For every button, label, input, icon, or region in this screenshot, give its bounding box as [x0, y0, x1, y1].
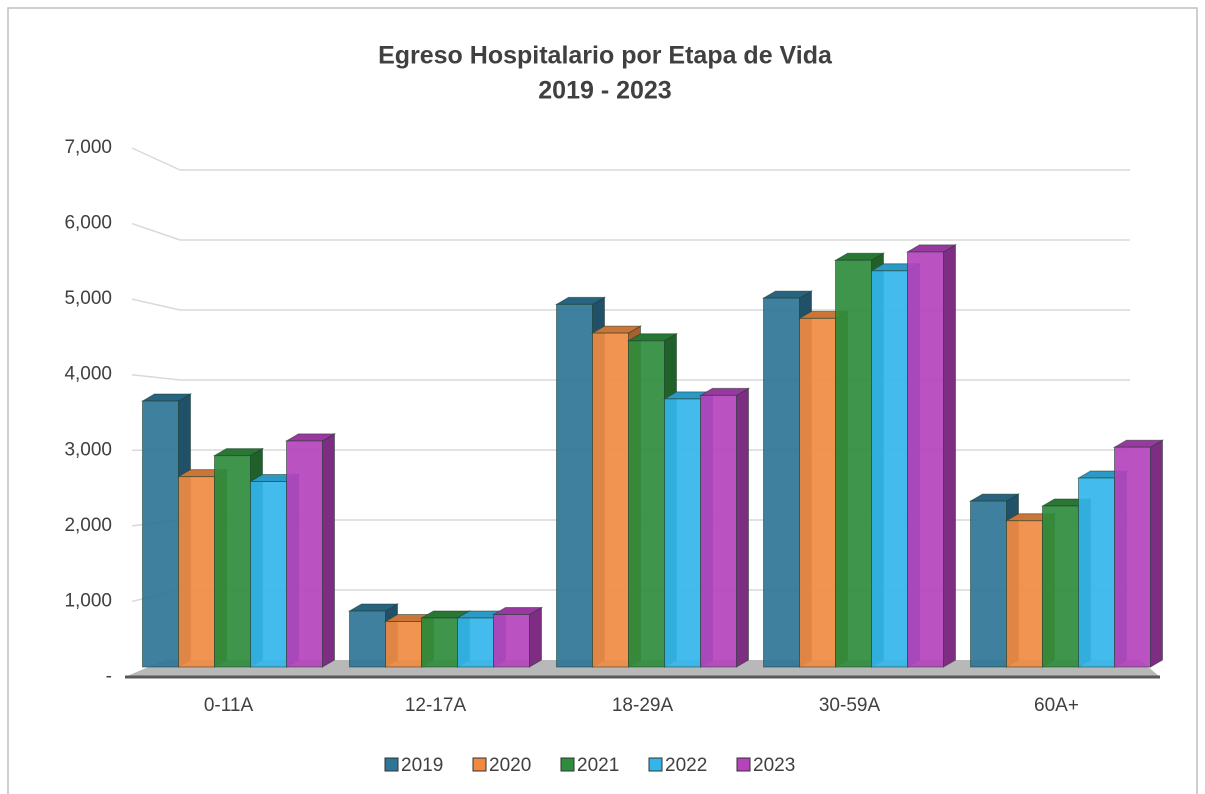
- bar: [556, 303, 593, 668]
- bar: [457, 617, 494, 668]
- legend-label: 2020: [489, 755, 531, 776]
- x-tick-label: 12-17A: [405, 695, 467, 716]
- bar: [142, 400, 179, 668]
- y-tick-label: 1,000: [64, 590, 112, 611]
- bar: [871, 270, 908, 668]
- bar: [835, 259, 872, 668]
- bar-side-shade: [322, 433, 335, 667]
- bar-top-shade: [700, 388, 749, 396]
- legend-swatch: [736, 757, 751, 772]
- bar: [1078, 477, 1115, 668]
- bar: [286, 440, 323, 668]
- bar: [970, 500, 1007, 668]
- legend-label: 2019: [401, 755, 443, 776]
- bar-side-shade: [943, 244, 956, 667]
- bar-top-shade: [628, 333, 677, 341]
- grid-line: [131, 298, 181, 311]
- bar: [1114, 446, 1151, 668]
- bar-top-shade: [835, 253, 884, 261]
- legend-label: 2023: [753, 755, 795, 776]
- x-tick-label: 60A+: [1034, 695, 1079, 716]
- legend-swatch: [472, 757, 487, 772]
- legend-swatch: [560, 757, 575, 772]
- bar-side-shade: [736, 388, 749, 667]
- grid-line: [131, 147, 181, 171]
- chart-title: Egreso Hospitalario por Etapa de Vida: [378, 42, 833, 70]
- bar: [178, 476, 215, 668]
- bar-top-shade: [493, 607, 542, 615]
- bar: [250, 481, 287, 668]
- chart-subtitle: 2019 - 2023: [538, 77, 671, 105]
- bar-top-shade: [763, 291, 812, 299]
- bar: [1006, 520, 1043, 668]
- y-tick-label: 3,000: [64, 439, 112, 460]
- grid-line: [131, 373, 181, 381]
- legend-swatch: [384, 757, 399, 772]
- bar-top-shade: [1114, 440, 1163, 448]
- bar: [493, 614, 530, 668]
- bar: [385, 621, 422, 668]
- legend-label: 2022: [665, 755, 707, 776]
- bar-top-shade: [421, 611, 470, 618]
- bar: [421, 617, 458, 668]
- x-tick-label: 30-59A: [819, 695, 881, 716]
- bar-top-shade: [907, 244, 956, 252]
- bar: [214, 455, 251, 668]
- y-tick-label: 6,000: [64, 213, 112, 234]
- legend-label: 2021: [577, 755, 619, 776]
- bar-top-shade: [214, 448, 263, 456]
- y-tick-label: 2,000: [64, 515, 112, 536]
- bar-top-shade: [592, 326, 641, 334]
- bar-top-shade: [142, 394, 191, 401]
- bar: [628, 340, 665, 668]
- y-tick-label: 5,000: [64, 288, 112, 309]
- y-tick-label: 7,000: [64, 137, 112, 158]
- bar-top-shade: [286, 433, 335, 441]
- grid-line: [131, 222, 181, 241]
- bar-side-shade: [529, 607, 542, 667]
- bar: [763, 297, 800, 668]
- x-tick-label: 0-11A: [204, 695, 254, 716]
- bar-top-shade: [349, 604, 398, 611]
- bar: [592, 332, 629, 668]
- legend-swatch: [648, 757, 663, 772]
- bar: [700, 394, 737, 668]
- y-tick-label: 4,000: [64, 364, 112, 385]
- bar: [799, 317, 836, 668]
- bar-top-shade: [556, 297, 605, 305]
- bar-side-shade: [1150, 440, 1163, 667]
- bar: [664, 398, 701, 668]
- x-tick-label: 18-29A: [612, 695, 674, 716]
- bar: [907, 251, 944, 668]
- y-tick-label: -: [106, 666, 112, 687]
- bar: [1042, 505, 1079, 668]
- bar: [349, 610, 386, 668]
- bar-top-shade: [970, 494, 1019, 502]
